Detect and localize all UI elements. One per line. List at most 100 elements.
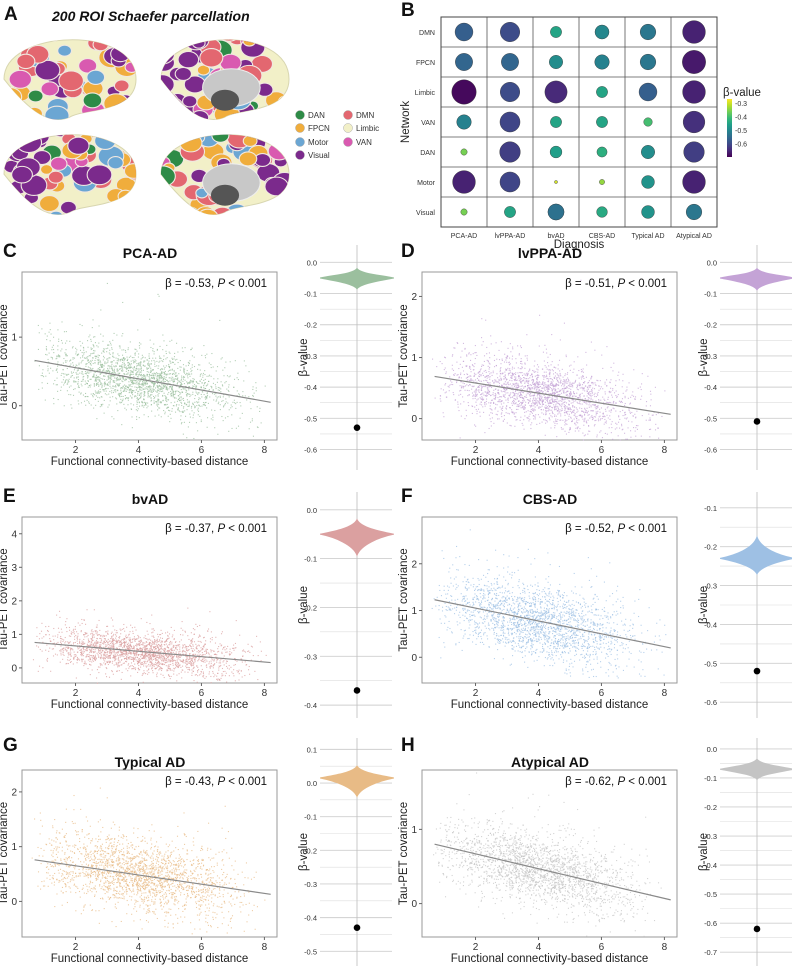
scatter-point (75, 372, 77, 374)
scatter-point (599, 419, 601, 421)
scatter-point (595, 419, 597, 421)
scatter-point (458, 394, 460, 396)
scatter-point (97, 346, 99, 348)
scatter-point (595, 411, 597, 413)
scatter-point (192, 404, 194, 406)
scatter-point (180, 380, 182, 382)
scatter-point (573, 361, 575, 363)
scatter-point (72, 380, 75, 382)
scatter-point (208, 362, 210, 364)
scatter-point (249, 421, 252, 423)
scatter-point (542, 409, 544, 411)
scatter-point (468, 390, 470, 392)
scatter-point (212, 670, 214, 673)
scatter-point (167, 370, 170, 372)
scatter-point (556, 423, 558, 425)
scatter-point (166, 344, 168, 346)
scatter-point (109, 341, 111, 343)
scatter-point (512, 373, 514, 375)
heatmap-dot (682, 110, 706, 134)
scatter-point (103, 349, 105, 351)
scatter-point (63, 405, 65, 407)
scatter-point (220, 358, 222, 360)
scatter-point (197, 392, 199, 394)
scatter-point (513, 403, 515, 405)
scatter-point (45, 375, 47, 377)
scatter-point (108, 375, 110, 377)
y-tick-label: -0.6 (304, 446, 317, 455)
scatter-point (544, 401, 546, 403)
scatter-point (150, 400, 152, 402)
scatter-point (101, 365, 103, 367)
scatter-point (121, 369, 123, 371)
legend-swatch-limbic (343, 123, 353, 133)
scatter-point (543, 413, 545, 415)
scatter-point (460, 377, 462, 379)
scatter-point (511, 368, 513, 370)
scatter-point (91, 359, 93, 361)
scatter-point (578, 394, 580, 396)
scatter-point (200, 420, 202, 423)
scatter-point (554, 398, 556, 401)
scatter-point (574, 423, 576, 425)
scatter-point (109, 370, 111, 373)
scatter-point (127, 372, 129, 374)
scatter-point (102, 403, 104, 405)
scatter-point (141, 377, 143, 379)
scatter-point (113, 356, 115, 358)
parcel-group (161, 39, 289, 120)
scatter-point (220, 391, 222, 393)
legend-swatch-motor (295, 137, 305, 147)
scatter-point (507, 347, 509, 349)
parcel-region (70, 39, 91, 40)
scatter-point (544, 389, 546, 392)
scatter-point (498, 379, 500, 382)
scatter-point (179, 366, 181, 368)
scatter-point (165, 365, 167, 367)
scatter-point (96, 626, 98, 628)
scatter-point (161, 370, 163, 373)
scatter-point (151, 388, 153, 390)
scatter-point (225, 361, 227, 363)
scatter-point (503, 418, 505, 420)
scatter-point (92, 367, 94, 370)
scatter-point (114, 377, 116, 379)
scatter-point (556, 373, 558, 375)
scatter-point (513, 376, 516, 378)
scatter-point (534, 387, 536, 389)
scatter-point (151, 374, 153, 377)
scatter-point (72, 346, 74, 348)
scatter-point (210, 366, 212, 369)
scatter-point (132, 359, 134, 361)
scatter-point (215, 386, 217, 388)
scatter-point (118, 355, 120, 357)
scatter-point (549, 419, 551, 421)
scatter-point (55, 384, 57, 386)
scatter-point (599, 380, 601, 382)
scatter-point (98, 358, 100, 360)
scatter-point (549, 413, 551, 415)
scatter-point (105, 348, 107, 350)
scatter-point (534, 418, 536, 420)
scatter-point (165, 376, 167, 378)
y-tick-label: -0.2 (704, 321, 717, 330)
scatter-point (149, 388, 151, 390)
parcel-region (13, 115, 39, 120)
scatter-point (626, 386, 628, 388)
scatter-point (612, 370, 614, 372)
parcel-region (27, 89, 44, 103)
scatter-point (569, 407, 571, 409)
scatter-point (100, 378, 102, 380)
scatter-point (138, 342, 141, 344)
scatter-point (516, 382, 518, 384)
scatter-point (533, 403, 535, 405)
scatter-point (87, 356, 89, 358)
scatter-point (533, 393, 535, 395)
scatter-point (527, 410, 529, 412)
parcel-region (78, 58, 98, 74)
scatter-point (98, 384, 100, 386)
scatter-point (197, 654, 199, 656)
scatter-point (479, 403, 481, 405)
scatter-point (505, 407, 507, 409)
